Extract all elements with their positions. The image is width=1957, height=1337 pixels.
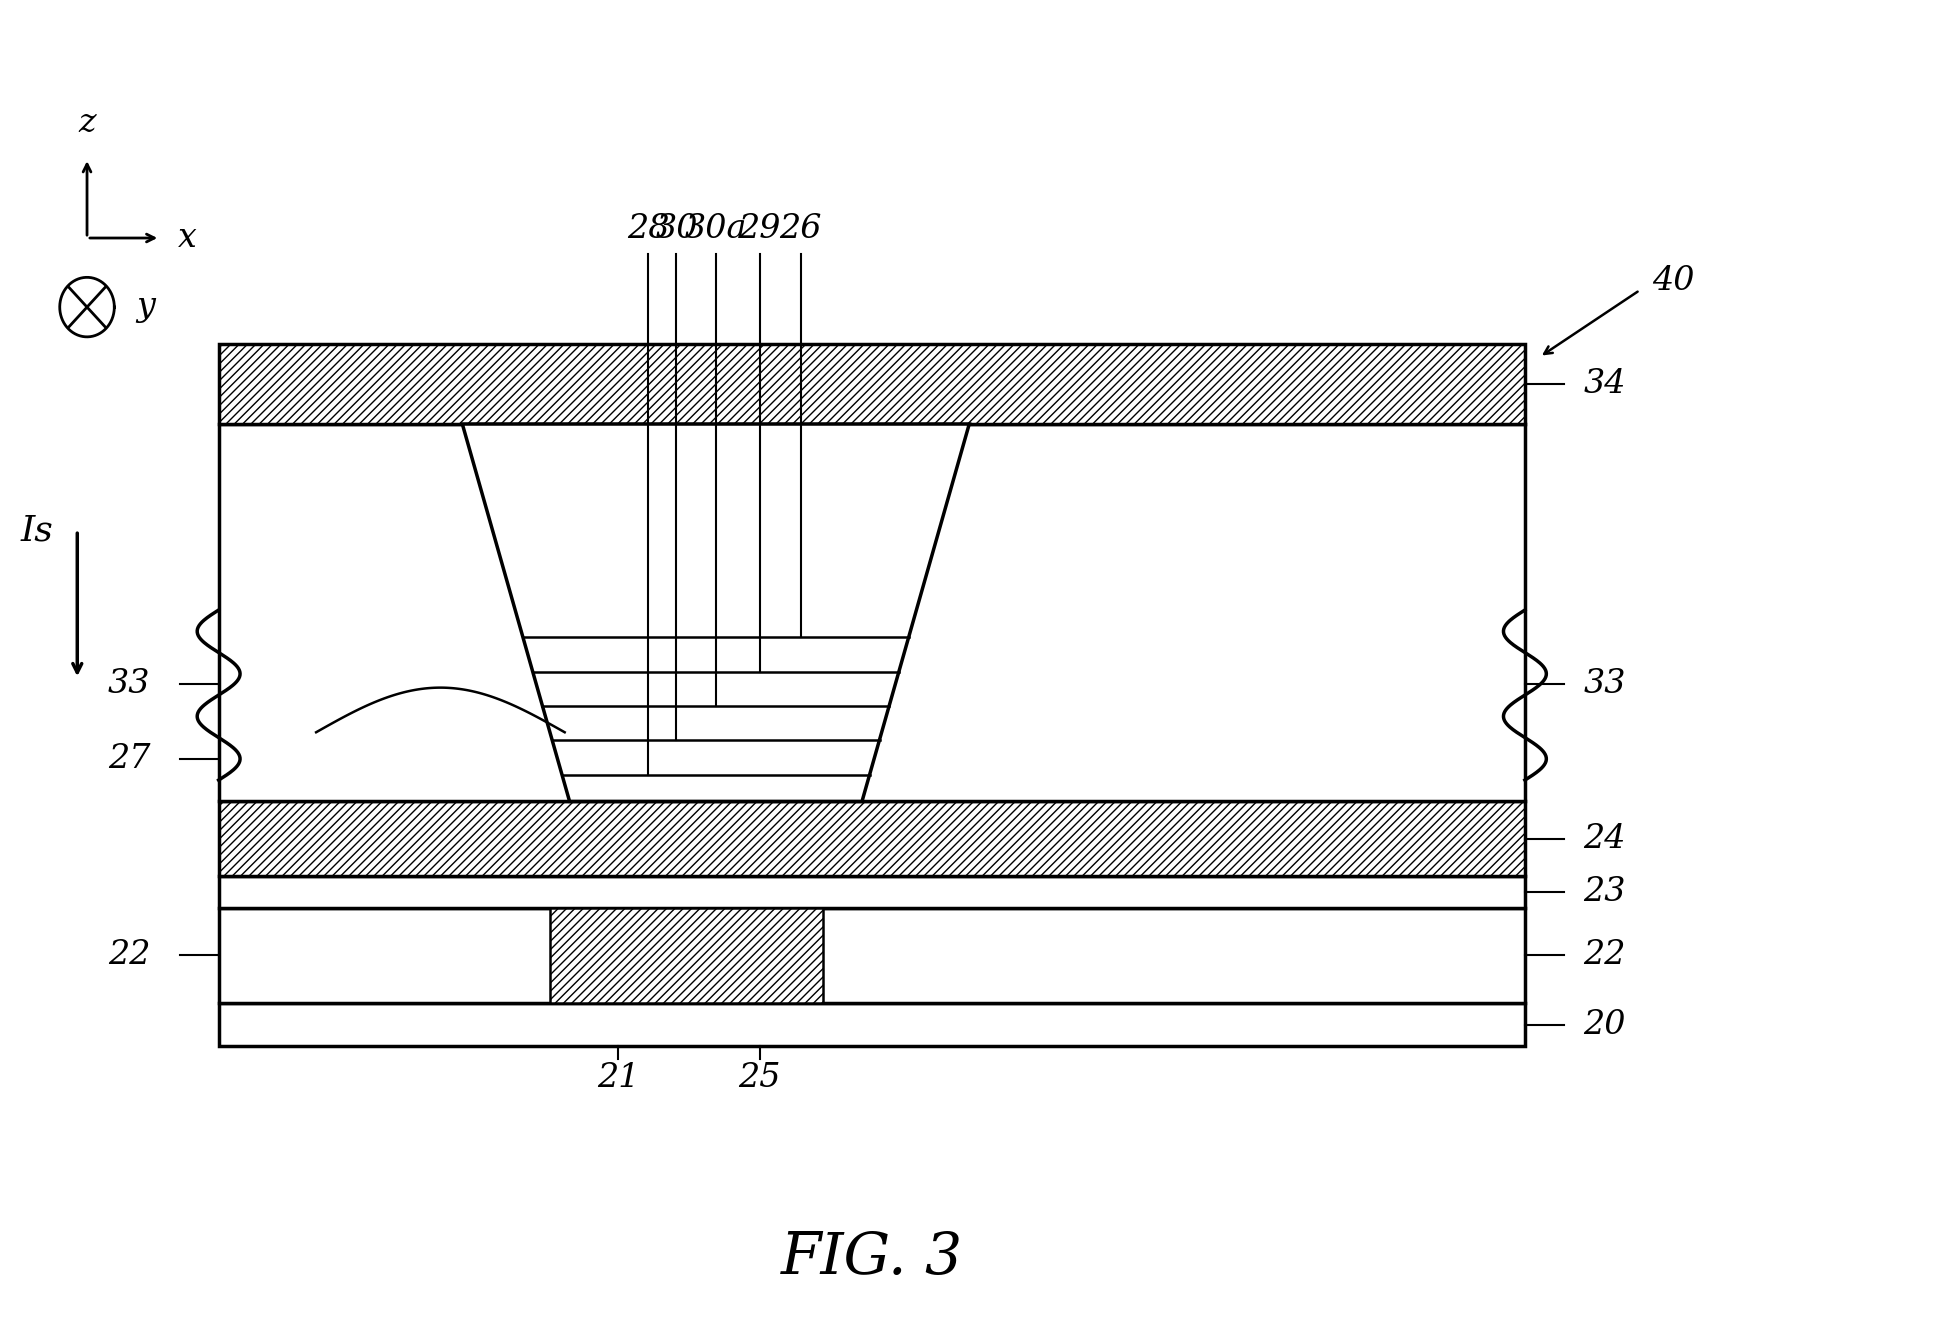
Text: 29: 29 bbox=[738, 214, 781, 246]
Text: y: y bbox=[135, 291, 155, 324]
Bar bbox=[219, 908, 1525, 1003]
Text: 40: 40 bbox=[1652, 265, 1693, 297]
Text: 30a: 30a bbox=[685, 214, 748, 246]
Text: 23: 23 bbox=[1583, 876, 1624, 908]
Text: 20: 20 bbox=[1583, 1008, 1624, 1040]
Text: 27: 27 bbox=[108, 743, 151, 775]
Text: 25: 25 bbox=[738, 1062, 781, 1094]
Text: 33: 33 bbox=[1583, 668, 1624, 701]
Text: 28: 28 bbox=[626, 214, 669, 246]
Bar bbox=[219, 345, 1525, 424]
Bar bbox=[219, 1003, 1525, 1046]
Text: 34: 34 bbox=[1583, 368, 1624, 400]
Text: 22: 22 bbox=[108, 940, 151, 972]
Text: FIG. 3: FIG. 3 bbox=[781, 1230, 963, 1286]
Text: 30: 30 bbox=[656, 214, 697, 246]
Text: x: x bbox=[178, 222, 196, 254]
Bar bbox=[219, 801, 1525, 876]
Text: Is: Is bbox=[20, 513, 53, 547]
Text: 24: 24 bbox=[1583, 822, 1624, 854]
Polygon shape bbox=[462, 424, 969, 801]
Text: 33: 33 bbox=[108, 668, 151, 701]
Bar bbox=[550, 908, 822, 1003]
Text: 26: 26 bbox=[779, 214, 822, 246]
Bar bbox=[219, 424, 1525, 801]
Bar bbox=[219, 876, 1525, 908]
Text: 22: 22 bbox=[1583, 940, 1624, 972]
Text: 21: 21 bbox=[597, 1062, 640, 1094]
Text: z: z bbox=[78, 107, 96, 139]
